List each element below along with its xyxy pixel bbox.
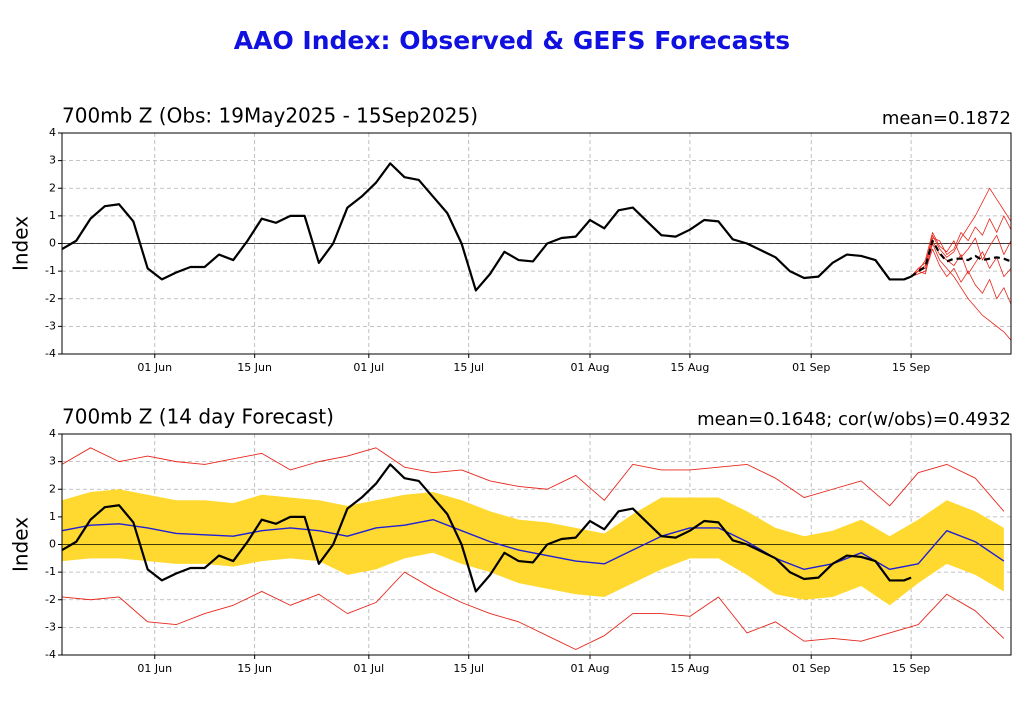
y-tick-label: -2 (45, 292, 56, 305)
x-tick-label: 01 Aug (571, 662, 610, 675)
x-tick-label: 15 Sep (892, 662, 930, 675)
x-tick-label: 15 Jun (237, 662, 272, 675)
y-tick-label: 4 (49, 126, 56, 139)
x-tick-label: 15 Jul (453, 361, 484, 374)
series-line (61, 518, 1005, 571)
x-tick-label: 01 Aug (571, 361, 610, 374)
y-tick-label: 0 (49, 538, 56, 551)
x-tick-label: 15 Jul (453, 662, 484, 675)
y-tick-label: 1 (49, 510, 56, 523)
y-tick-label: -3 (45, 620, 56, 633)
x-tick-label: 01 Jul (353, 361, 384, 374)
x-tick-label: 01 Jun (137, 361, 172, 374)
x-tick-label: 01 Jul (353, 662, 384, 675)
y-tick-label: 4 (49, 427, 56, 440)
y-tick-label: -4 (45, 648, 56, 661)
subplot-title: 700mb Z (Obs: 19May2025 - 15Sep2025) (62, 104, 478, 128)
y-tick-label: -3 (45, 319, 56, 332)
y-tick-label: -1 (45, 565, 56, 578)
plot-frame (61, 433, 1012, 656)
series-line (61, 447, 1005, 512)
series-line (61, 463, 912, 593)
x-tick-label: 01 Sep (792, 361, 830, 374)
y-tick-label: -4 (45, 347, 56, 360)
figure-title: AAO Index: Observed & GEFS Forecasts (234, 26, 790, 55)
series-line (61, 571, 1005, 650)
x-tick-label: 01 Sep (792, 662, 830, 675)
series-line (910, 232, 1012, 277)
x-tick-label: 15 Jun (237, 361, 272, 374)
x-tick-label: 15 Aug (670, 361, 709, 374)
series-line (910, 215, 1012, 277)
y-tick-label: 2 (49, 181, 56, 194)
y-tick-label: -2 (45, 593, 56, 606)
y-tick-label: 0 (49, 237, 56, 250)
series-line (910, 239, 1012, 278)
plot-frame (61, 132, 1012, 355)
spread-band (62, 489, 1004, 606)
y-tick-label: -1 (45, 264, 56, 277)
series-line (910, 248, 1012, 305)
y-axis-label: Index (9, 517, 33, 572)
x-tick-label: 01 Jun (137, 662, 172, 675)
x-tick-label: 15 Sep (892, 361, 930, 374)
y-axis-label: Index (9, 216, 33, 271)
x-tick-label: 15 Aug (670, 662, 709, 675)
series-line (61, 162, 912, 292)
y-tick-label: 3 (49, 455, 56, 468)
subplot-stat: mean=0.1648; cor(w/obs)=0.4932 (697, 409, 1011, 430)
y-tick-label: 1 (49, 209, 56, 222)
subplot-stat: mean=0.1872 (882, 108, 1011, 129)
y-tick-label: 2 (49, 482, 56, 495)
y-tick-label: 3 (49, 154, 56, 167)
subplot-title: 700mb Z (14 day Forecast) (62, 405, 334, 429)
